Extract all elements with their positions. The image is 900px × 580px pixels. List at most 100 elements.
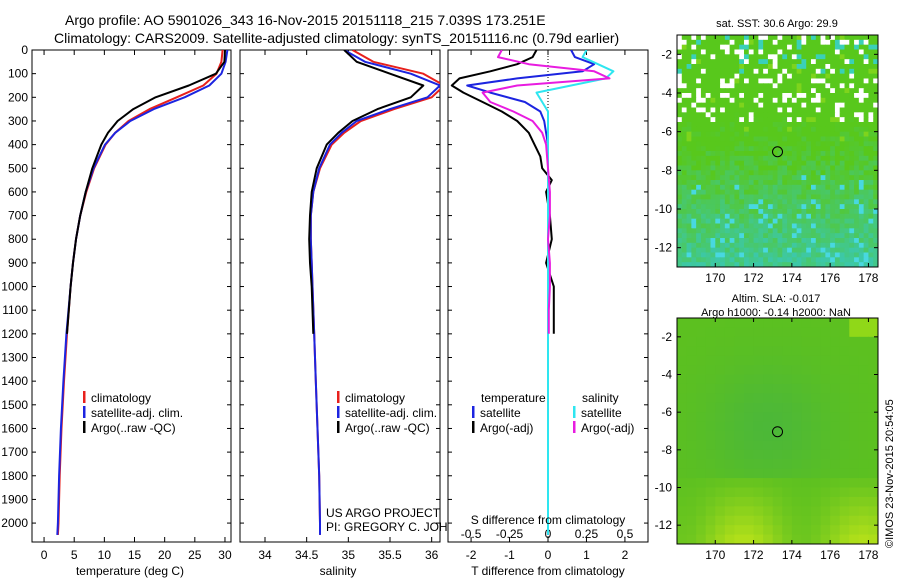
map-cell	[839, 257, 846, 263]
map-cell	[834, 88, 841, 94]
map-cell	[744, 393, 755, 404]
map-cell	[791, 262, 798, 267]
map-cell	[700, 238, 707, 244]
map-cell	[677, 223, 683, 229]
map-cell	[677, 478, 688, 489]
map-cell	[772, 440, 783, 451]
map-cell	[811, 327, 822, 338]
map-cell	[796, 68, 803, 75]
map-cell	[811, 218, 817, 225]
map-cell	[753, 126, 759, 133]
map-cell	[791, 59, 798, 65]
map-cell	[796, 151, 803, 157]
map-cell	[720, 223, 726, 229]
map-cell	[815, 78, 822, 84]
map-cell	[825, 209, 831, 215]
map-cell	[677, 199, 683, 205]
map-cell	[724, 204, 731, 210]
map-cell	[858, 136, 865, 142]
map-cell	[796, 252, 803, 258]
map-cell	[686, 184, 692, 191]
map-cell	[772, 73, 779, 80]
map-cell	[815, 136, 822, 142]
map-cell	[811, 247, 817, 254]
map-cell	[825, 247, 831, 254]
map-cell	[782, 247, 788, 254]
map-cell	[763, 39, 769, 46]
map-cell	[782, 93, 788, 99]
map-cell	[729, 68, 736, 75]
map-cell	[729, 257, 736, 263]
map-cell	[791, 213, 798, 220]
map-cell	[811, 204, 817, 210]
map-cell	[834, 59, 841, 65]
map-cell	[681, 247, 688, 254]
map-cell	[825, 170, 831, 176]
map-cell	[720, 218, 726, 225]
map-cell	[710, 44, 716, 51]
map-cell	[700, 88, 707, 94]
map-cell	[724, 213, 731, 220]
map-cell	[724, 262, 731, 267]
map-cell	[744, 262, 750, 267]
map-cell	[734, 534, 745, 544]
map-cell	[715, 247, 721, 254]
y-tick-label: 1600	[1, 421, 28, 435]
map-cell	[696, 233, 702, 239]
map-cell	[777, 209, 783, 215]
map-cell	[868, 131, 874, 138]
map-cell	[787, 165, 793, 171]
map-cell	[849, 141, 855, 147]
map-cell	[830, 117, 836, 123]
map-cell	[686, 252, 692, 258]
map-cell	[734, 131, 740, 138]
sla-map-panel: Altim. SLA: -0.017 Argo h1000: -0.14 h20…	[655, 293, 879, 562]
map-cell	[734, 122, 740, 128]
map-cell	[772, 525, 783, 536]
map-x-tick-label: 170	[705, 271, 725, 285]
map-cell	[696, 184, 702, 191]
map-cell	[729, 107, 736, 113]
map-cell	[705, 468, 716, 479]
map-cell	[811, 88, 817, 94]
map-cell	[744, 49, 750, 55]
map-cell	[720, 184, 726, 191]
map-cell	[815, 175, 822, 181]
map-cell	[801, 525, 812, 536]
map-cell	[700, 199, 707, 205]
map-cell	[681, 83, 688, 89]
map-cell	[767, 151, 774, 157]
map-cell	[705, 175, 712, 181]
map-cell	[782, 131, 788, 138]
map-cell	[815, 233, 822, 239]
map-cell	[744, 160, 750, 167]
map-cell	[691, 155, 697, 162]
map-cell	[686, 478, 697, 489]
legend-label-argo: Argo(..raw -QC)	[345, 421, 430, 435]
map-cell	[753, 487, 764, 498]
map-cell	[820, 449, 831, 460]
map-cell	[700, 262, 707, 267]
map-cell	[729, 233, 736, 239]
map-cell	[858, 252, 865, 258]
map-cell	[791, 440, 803, 451]
map-cell	[691, 59, 697, 65]
map-cell	[691, 218, 697, 225]
map-cell	[772, 102, 779, 109]
map-cell	[849, 440, 860, 451]
map-cell	[782, 155, 788, 162]
legend-label-satellite: satellite-adj. clim.	[91, 406, 183, 420]
map-cell	[724, 506, 736, 517]
map-cell	[806, 228, 812, 234]
map-cell	[700, 209, 707, 215]
map-cell	[839, 117, 846, 123]
map-cell	[753, 515, 764, 526]
map-cell	[815, 165, 822, 171]
map-cell	[677, 59, 683, 65]
map-cell	[753, 449, 764, 460]
map-cell	[830, 155, 836, 162]
map-cell	[844, 252, 850, 258]
map-cell	[710, 78, 716, 84]
map-cell	[849, 78, 855, 84]
map-cell	[858, 194, 865, 200]
